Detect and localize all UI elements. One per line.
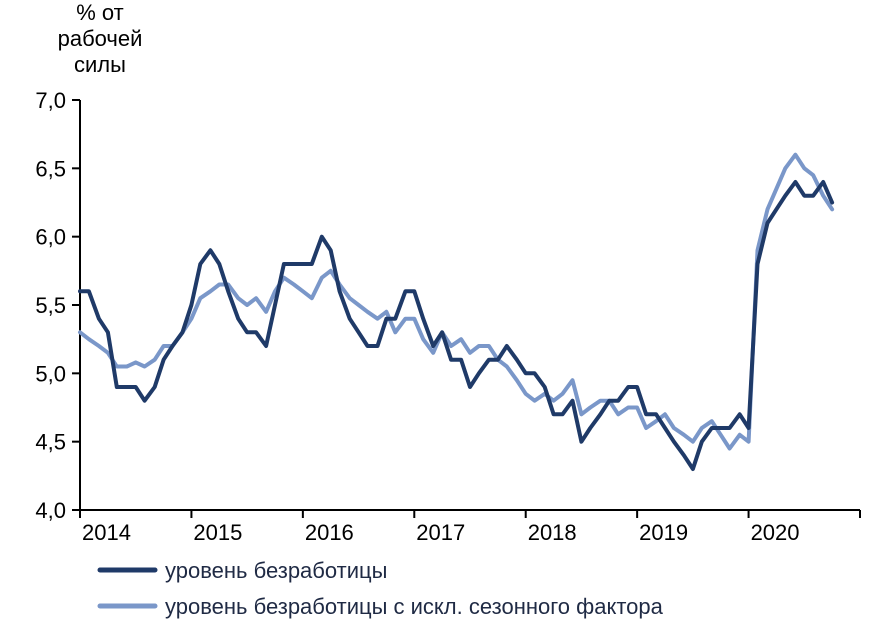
y-tick-label: 4,0 (35, 498, 66, 523)
x-tick-label: 2020 (751, 520, 800, 545)
y-tick-label: 5,0 (35, 361, 66, 386)
chart-container: % отрабочейсилы 4,0 4,5 5,0 5,5 6,0 6,5 7,0 2014… (0, 0, 870, 634)
y-tick-label: 6,5 (35, 156, 66, 181)
x-tick-label: 2016 (305, 520, 354, 545)
legend-label: уровень безработицы с искл. сезонного фа… (165, 594, 664, 619)
line-chart: % отрабочейсилы 4,0 4,5 5,0 5,5 6,0 6,5 7,0 2014… (0, 0, 870, 634)
y-tick-label: 4,5 (35, 430, 66, 455)
y-axis-title-line: рабочей (58, 26, 143, 51)
legend-label: уровень безработицы (165, 558, 387, 583)
y-tick-label: 7,0 (35, 88, 66, 113)
x-tick-label: 2015 (193, 520, 242, 545)
x-tick-label: 2014 (82, 520, 131, 545)
x-tick-label: 2018 (528, 520, 577, 545)
x-tick-label: 2017 (416, 520, 465, 545)
y-axis-title-line: % от (76, 0, 124, 25)
y-axis-title-line: силы (74, 52, 126, 77)
y-tick-label: 5,5 (35, 293, 66, 318)
x-tick-label: 2019 (639, 520, 688, 545)
series-line-unemployment (80, 182, 832, 469)
y-tick-label: 6,0 (35, 225, 66, 250)
